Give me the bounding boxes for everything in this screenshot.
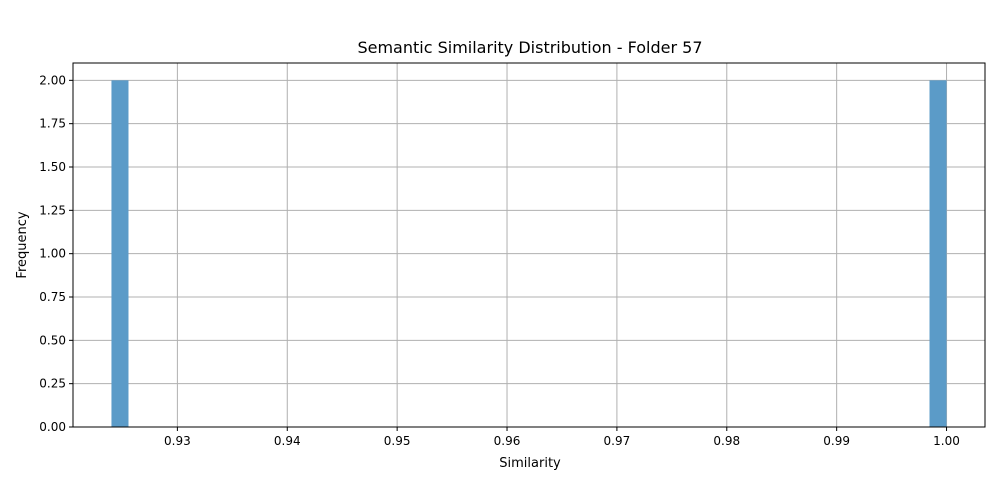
x-tick-label: 0.93 [164, 434, 191, 448]
plot-frame [72, 62, 986, 428]
x-axis-ticks: 0.93 0.94 0.95 0.96 0.97 0.98 0.99 1.00 [164, 427, 960, 448]
x-tick-label: 0.94 [274, 434, 301, 448]
x-tick-label: 0.99 [823, 434, 850, 448]
y-tick-label: 1.75 [39, 117, 66, 131]
y-tick-label: 0.50 [39, 333, 66, 347]
y-tick-label: 0.75 [39, 290, 66, 304]
x-tick-label: 0.97 [604, 434, 631, 448]
y-tick-label: 0.00 [39, 420, 66, 434]
histogram-bar [929, 80, 947, 427]
y-tick-label: 1.25 [39, 203, 66, 217]
x-tick-label: 0.98 [713, 434, 740, 448]
y-tick-label: 2.00 [39, 73, 66, 87]
grid-lines [73, 63, 985, 428]
y-tick-label: 0.25 [39, 377, 66, 391]
y-tick-label: 1.00 [39, 247, 66, 261]
y-axis-ticks: 0.00 0.25 0.50 0.75 1.00 1.25 1.50 1.75 2.00 [39, 73, 73, 434]
histogram-bar [111, 80, 129, 427]
x-tick-label: 1.00 [933, 434, 960, 448]
y-axis-label: Frequency [15, 211, 30, 278]
chart-title: Semantic Similarity Distribution - Folde… [357, 38, 702, 57]
x-tick-label: 0.96 [494, 434, 521, 448]
histogram-bars [111, 80, 947, 427]
x-tick-label: 0.95 [384, 434, 411, 448]
x-axis-label: Similarity [499, 456, 561, 471]
y-tick-label: 1.50 [39, 160, 66, 174]
